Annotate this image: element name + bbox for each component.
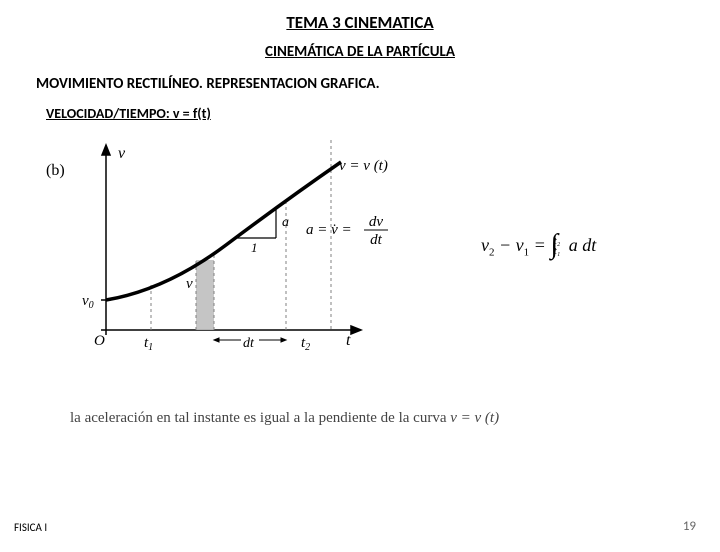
page-title: TEMA 3 CINEMATICA (0, 12, 720, 33)
t2-label: t2 (301, 335, 310, 353)
t1-label: t1 (144, 335, 153, 353)
curve-equation-label: v = v (t) (339, 158, 388, 174)
panel-label: (b) (46, 162, 65, 179)
triangle-base-label: 1 (251, 240, 258, 255)
slope-equation: a = v̇ = dv dt (306, 214, 388, 248)
page-number: 19 (683, 519, 696, 534)
v-mid-label: v (186, 276, 193, 292)
subsection-heading: VELOCIDAD/TIEMPO: v = f(t) (46, 105, 720, 122)
footer-course: FISICA I (14, 521, 47, 534)
triangle-height-label: a (282, 215, 289, 230)
svg-text:dt: dt (370, 232, 383, 248)
svg-text:a = v̇ =: a = v̇ = (306, 222, 352, 238)
integral-equation: v2 − v1 = ∫t₂t₁ a dt (481, 235, 596, 259)
origin-label: O (94, 333, 105, 349)
y-axis-label: v (118, 145, 126, 162)
page-subtitle: CINEMÁTICA DE LA PARTÍCULA (0, 43, 720, 61)
slope-triangle (236, 208, 276, 238)
figure-caption: la aceleración en tal instante es igual … (70, 410, 720, 427)
section-heading: MOVIMIENTO RECTILÍNEO. REPRESENTACION GR… (36, 75, 720, 93)
x-axis-label: t (346, 332, 351, 349)
figure-region: (b) (46, 140, 674, 400)
dt-label: dt (243, 336, 255, 351)
dt-shaded-strip (196, 260, 214, 330)
velocity-time-graph: (b) (46, 140, 446, 370)
v0-label: v0 (82, 293, 94, 311)
svg-text:dv: dv (369, 214, 384, 230)
